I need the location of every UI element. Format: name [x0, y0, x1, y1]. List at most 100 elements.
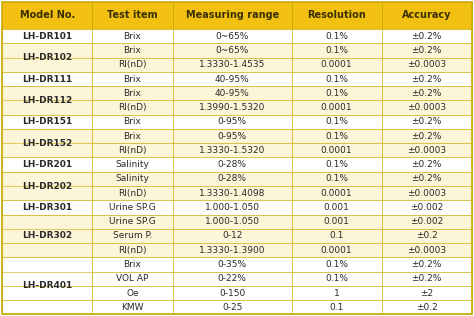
Bar [2, 86, 92, 115]
Bar [292, 86, 382, 100]
Bar [2, 143, 92, 157]
Text: ±0.2%: ±0.2% [411, 46, 442, 55]
Bar [292, 157, 382, 172]
Text: Salinity: Salinity [116, 160, 149, 169]
Text: LH-DR302: LH-DR302 [22, 231, 73, 240]
Bar [382, 29, 472, 43]
Bar [92, 200, 173, 215]
Text: ±0.002: ±0.002 [410, 203, 443, 212]
Text: 0.0001: 0.0001 [321, 146, 353, 155]
Bar [92, 157, 173, 172]
Text: 0-12: 0-12 [222, 231, 242, 240]
Text: RI(nD): RI(nD) [118, 146, 146, 155]
Bar [92, 172, 173, 186]
Bar [173, 129, 292, 143]
Text: RI(nD): RI(nD) [118, 103, 146, 112]
Bar [2, 229, 92, 243]
Bar [2, 29, 92, 43]
Bar [2, 215, 92, 257]
Text: Brix: Brix [124, 131, 141, 141]
Bar [292, 115, 382, 129]
Bar [173, 143, 292, 157]
Text: LH-DR101: LH-DR101 [22, 32, 73, 41]
Bar [92, 29, 173, 43]
Text: LH-DR111: LH-DR111 [22, 75, 73, 83]
Text: 0.1%: 0.1% [325, 89, 348, 98]
Text: 0.1%: 0.1% [325, 131, 348, 141]
Bar [173, 229, 292, 243]
Bar [92, 100, 173, 115]
Bar [292, 100, 382, 115]
Bar [173, 200, 292, 215]
Text: ±0.2%: ±0.2% [411, 117, 442, 126]
Bar [292, 129, 382, 143]
Text: 0.1%: 0.1% [325, 260, 348, 269]
Bar [2, 186, 92, 200]
Bar [2, 129, 92, 143]
Bar [173, 243, 292, 257]
Bar [2, 172, 92, 186]
Bar [292, 243, 382, 257]
Bar [382, 200, 472, 215]
Text: 0.1%: 0.1% [325, 75, 348, 83]
Text: 1.000-1.050: 1.000-1.050 [205, 203, 260, 212]
Bar [173, 215, 292, 229]
Bar [173, 272, 292, 286]
Text: 0.001: 0.001 [324, 203, 350, 212]
Text: 1.3330-1.3900: 1.3330-1.3900 [199, 246, 265, 255]
Text: ±0.2%: ±0.2% [411, 32, 442, 41]
Bar [292, 186, 382, 200]
Bar [173, 86, 292, 100]
Bar [2, 86, 92, 100]
Bar [382, 272, 472, 286]
Bar [292, 229, 382, 243]
Bar [382, 243, 472, 257]
Text: 1.3330-1.4535: 1.3330-1.4535 [199, 60, 265, 69]
Bar [382, 186, 472, 200]
Bar [2, 272, 92, 286]
Text: 0-95%: 0-95% [218, 131, 246, 141]
Bar [2, 172, 92, 200]
Text: ±0.2: ±0.2 [416, 303, 438, 312]
Bar [173, 2, 292, 29]
Bar [292, 286, 382, 300]
Bar [92, 286, 173, 300]
Text: 1.3990-1.5320: 1.3990-1.5320 [199, 103, 265, 112]
Text: ±0.0003: ±0.0003 [407, 146, 446, 155]
Bar [2, 243, 92, 257]
Bar [2, 200, 92, 215]
Bar [92, 272, 173, 286]
Bar [382, 43, 472, 58]
Text: 0~65%: 0~65% [216, 32, 249, 41]
Text: 1: 1 [334, 289, 339, 298]
Bar [173, 186, 292, 200]
Text: 1.3330-1.4098: 1.3330-1.4098 [199, 189, 265, 198]
Text: ±0.0003: ±0.0003 [407, 103, 446, 112]
Text: 0.1%: 0.1% [325, 117, 348, 126]
Text: Urine SP.G: Urine SP.G [109, 203, 156, 212]
Bar [292, 215, 382, 229]
Bar [2, 115, 92, 129]
Text: RI(nD): RI(nD) [118, 246, 146, 255]
Bar [173, 257, 292, 272]
Bar [2, 129, 92, 157]
Bar [92, 58, 173, 72]
Bar [382, 2, 472, 29]
Text: Brix: Brix [124, 117, 141, 126]
Text: 0.0001: 0.0001 [321, 189, 353, 198]
Text: 0-25: 0-25 [222, 303, 242, 312]
Text: 0-35%: 0-35% [218, 260, 246, 269]
Bar [2, 257, 92, 272]
Bar [2, 72, 92, 86]
Text: LH-DR112: LH-DR112 [22, 96, 73, 105]
Text: 0~65%: 0~65% [216, 46, 249, 55]
Text: 0-22%: 0-22% [218, 274, 246, 283]
Text: LH-DR151: LH-DR151 [22, 117, 73, 126]
Text: Serum P.: Serum P. [113, 231, 152, 240]
Bar [173, 58, 292, 72]
Bar [2, 58, 92, 72]
Text: VOL AP: VOL AP [116, 274, 149, 283]
Bar [382, 172, 472, 186]
Text: 0-95%: 0-95% [218, 117, 246, 126]
Text: ±0.2%: ±0.2% [411, 89, 442, 98]
